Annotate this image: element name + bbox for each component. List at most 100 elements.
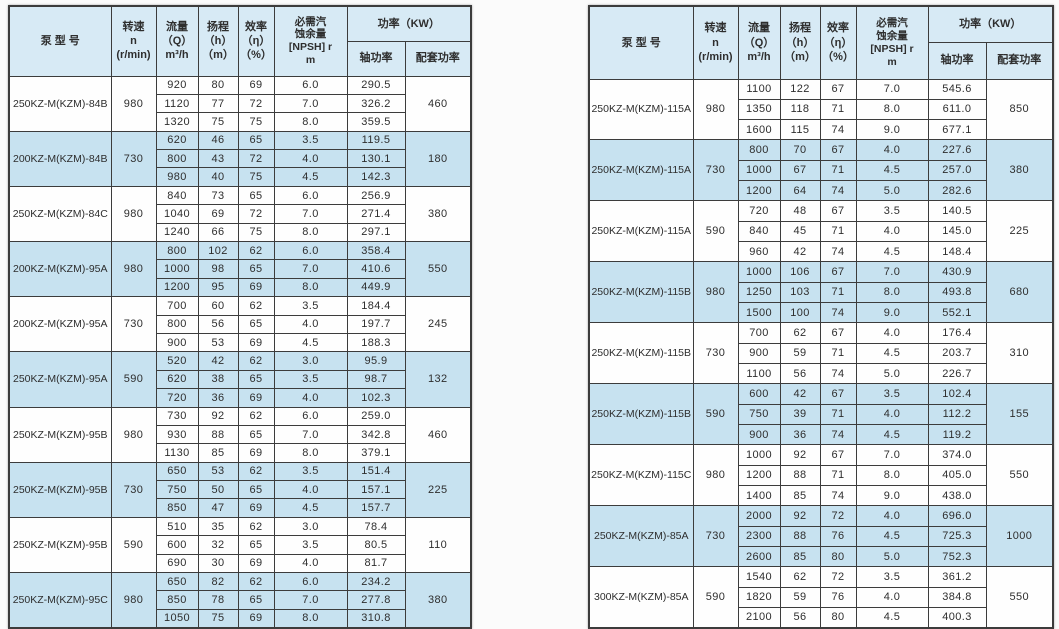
spec-row: 250KZ-M(KZM)-115A 980 1100 122 67 7.0 545.6 850	[588, 78, 1054, 141]
efficiency-cell: 65	[237, 185, 275, 206]
npsh-cell: 4.0	[855, 139, 929, 161]
spec-row: 1120 77 72 7.0 326.2	[9, 93, 471, 114]
head-cell: 92	[197, 406, 239, 426]
model-cell: 250KZ-M(KZM)-115B	[588, 383, 694, 446]
head-cell: 69	[197, 204, 239, 224]
col-header-flow: 流量 （Q） m³/h	[155, 5, 199, 77]
col-header-shaft-power: 轴功率	[927, 41, 987, 80]
speed-cell: 590	[110, 351, 157, 408]
flow-cell: 690	[155, 553, 199, 574]
head-cell: 60	[197, 296, 239, 316]
head-cell: 67	[779, 159, 821, 182]
head-cell: 92	[779, 505, 821, 527]
shaft-power-cell: 410.6	[346, 259, 406, 279]
efficiency-cell: 67	[819, 444, 857, 466]
model-cell: 250KZ-M(KZM)-115B	[588, 261, 694, 324]
shaft-power-cell: 359.5	[346, 112, 406, 132]
npsh-cell: 4.0	[273, 480, 348, 500]
npsh-cell: 6.0	[273, 185, 348, 206]
npsh-cell: 3.5	[273, 369, 348, 390]
model-cell: 300KZ-M(KZM)-85A	[588, 566, 694, 629]
head-cell: 85	[197, 443, 239, 463]
npsh-cell: 8.0	[855, 98, 929, 121]
flow-cell: 510	[155, 516, 199, 537]
npsh-cell: 6.0	[273, 572, 348, 592]
speed-cell: 730	[110, 296, 157, 353]
efficiency-cell: 75	[237, 222, 275, 243]
head-cell: 78	[197, 590, 239, 610]
efficiency-cell: 67	[819, 322, 857, 344]
npsh-cell: 3.5	[855, 566, 929, 588]
npsh-cell: 7.0	[273, 93, 348, 114]
npsh-cell: 4.5	[855, 342, 929, 365]
efficiency-cell: 69	[237, 443, 275, 463]
spec-row: 620 38 65 3.5 98.7	[9, 369, 471, 390]
spec-row: 250KZ-M(KZM)-85A 730 2000 92 72 4.0 696.0 1000	[588, 505, 1054, 568]
model-cell: 250KZ-M(KZM)-115A	[588, 200, 694, 263]
table-body-right: 250KZ-M(KZM)-115A 980 1100 122 67 7.0 545.6 850…	[588, 78, 1054, 629]
efficiency-cell: 76	[819, 525, 857, 548]
speed-cell: 980	[692, 78, 739, 141]
efficiency-cell: 67	[819, 383, 857, 405]
flow-cell: 700	[155, 296, 199, 316]
col-header-head: 扬程 （h） （m）	[197, 5, 239, 77]
paired-power-cell: 155	[985, 383, 1054, 446]
npsh-cell: 3.5	[273, 461, 348, 482]
model-cell: 250KZ-M(KZM)-85A	[588, 505, 694, 568]
paired-power-cell: 550	[404, 241, 472, 298]
spec-row: 1100 56 74 5.0 226.7	[589, 363, 1053, 385]
npsh-cell: 4.5	[855, 607, 929, 629]
npsh-cell: 4.5	[855, 241, 929, 263]
efficiency-cell: 74	[819, 424, 857, 446]
flow-cell: 520	[155, 351, 199, 371]
paired-power-cell: 132	[404, 351, 472, 408]
npsh-cell: 8.0	[273, 112, 348, 132]
head-cell: 43	[197, 149, 239, 169]
head-cell: 88	[779, 464, 821, 487]
shaft-power-cell: 81.7	[346, 553, 406, 574]
spec-row: 300KZ-M(KZM)-85A 590 1540 62 72 3.5 361.2 550	[588, 566, 1054, 629]
flow-cell: 750	[737, 403, 781, 426]
spec-row: 1200 88 71 8.0 405.0	[589, 464, 1053, 487]
paired-power-cell: 460	[404, 75, 472, 132]
col-header-model: 泵 型 号	[8, 5, 112, 77]
head-cell: 85	[779, 485, 821, 507]
shaft-power-cell: 80.5	[346, 535, 406, 555]
speed-cell: 730	[110, 461, 157, 518]
efficiency-cell: 67	[819, 261, 857, 283]
shaft-power-cell: 130.1	[346, 149, 406, 169]
shaft-power-cell: 188.3	[346, 332, 406, 353]
flow-cell: 2000	[737, 505, 781, 527]
efficiency-cell: 71	[819, 281, 857, 304]
spec-row: 1400 85 74 9.0 438.0	[589, 485, 1053, 507]
speed-cell: 590	[110, 516, 157, 574]
shaft-power-cell: 140.5	[927, 200, 987, 222]
head-cell: 70	[779, 139, 821, 161]
head-cell: 47	[197, 498, 239, 518]
efficiency-cell: 71	[819, 220, 857, 243]
efficiency-cell: 62	[237, 351, 275, 371]
head-cell: 36	[779, 424, 821, 446]
flow-cell: 720	[155, 388, 199, 408]
head-cell: 100	[779, 302, 821, 324]
shaft-power-cell: 290.5	[346, 75, 406, 95]
paired-power-cell: 550	[985, 566, 1054, 629]
model-cell: 250KZ-M(KZM)-95B	[8, 516, 112, 574]
shaft-power-cell: 176.4	[927, 322, 987, 344]
efficiency-cell: 74	[819, 363, 857, 385]
npsh-cell: 6.0	[273, 406, 348, 426]
spec-row: 1250 103 71 8.0 493.8	[589, 281, 1053, 304]
head-cell: 115	[779, 119, 821, 141]
flow-cell: 800	[155, 314, 199, 334]
efficiency-cell: 65	[237, 130, 275, 151]
model-cell: 250KZ-M(KZM)-115A	[588, 78, 694, 141]
shaft-power-cell: 184.4	[346, 296, 406, 316]
head-cell: 73	[197, 185, 239, 206]
efficiency-cell: 65	[237, 590, 275, 610]
shaft-power-cell: 552.1	[927, 302, 987, 324]
shaft-power-cell: 725.3	[927, 525, 987, 548]
spec-row: 800 43 72 4.0 130.1	[9, 149, 471, 169]
spec-row: 250KZ-M(KZM)-95B 590 510 35 62 3.0 78.4 110	[8, 516, 472, 574]
efficiency-cell: 72	[237, 204, 275, 224]
npsh-cell: 4.0	[273, 553, 348, 574]
